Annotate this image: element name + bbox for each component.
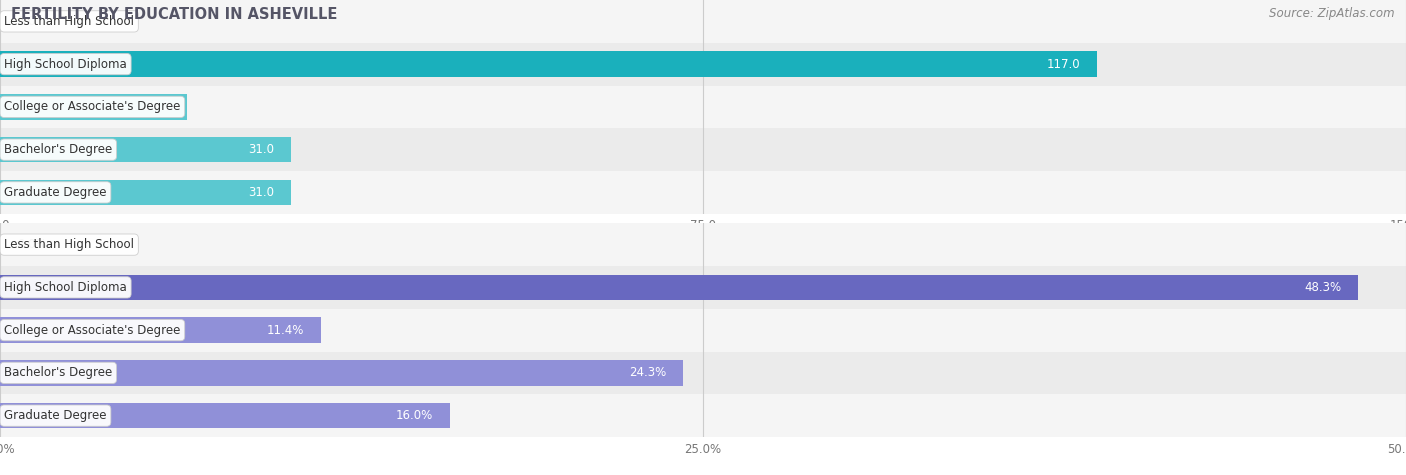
Text: 0.0%: 0.0%	[17, 238, 46, 251]
Bar	[0, 360, 683, 386]
Text: Less than High School: Less than High School	[4, 15, 134, 28]
Text: 20.0: 20.0	[145, 100, 170, 114]
Bar	[0, 137, 291, 162]
Text: Bachelor's Degree: Bachelor's Degree	[4, 143, 112, 156]
Text: 11.4%: 11.4%	[266, 323, 304, 337]
Bar	[0, 309, 1406, 352]
Text: 24.3%: 24.3%	[630, 366, 666, 380]
Bar	[0, 128, 1406, 171]
Text: College or Associate's Degree: College or Associate's Degree	[4, 323, 180, 337]
Text: 117.0: 117.0	[1046, 57, 1080, 71]
Text: High School Diploma: High School Diploma	[4, 57, 127, 71]
Bar	[0, 86, 1406, 128]
Text: Graduate Degree: Graduate Degree	[4, 186, 107, 199]
Text: College or Associate's Degree: College or Associate's Degree	[4, 100, 180, 114]
Text: Bachelor's Degree: Bachelor's Degree	[4, 366, 112, 380]
Text: Graduate Degree: Graduate Degree	[4, 409, 107, 422]
Text: 16.0%: 16.0%	[396, 409, 433, 422]
Bar	[0, 171, 1406, 214]
Bar	[0, 94, 187, 120]
Text: 0.0: 0.0	[17, 15, 35, 28]
Bar	[0, 403, 450, 428]
Bar	[0, 180, 291, 205]
Text: Less than High School: Less than High School	[4, 238, 134, 251]
Bar	[0, 223, 1406, 266]
Text: 48.3%: 48.3%	[1305, 281, 1341, 294]
Bar	[0, 275, 1358, 300]
Bar	[0, 352, 1406, 394]
Bar	[0, 394, 1406, 437]
Bar	[0, 43, 1406, 86]
Bar	[0, 317, 321, 343]
Text: 31.0: 31.0	[247, 143, 274, 156]
Bar	[0, 51, 1097, 77]
Text: High School Diploma: High School Diploma	[4, 281, 127, 294]
Bar	[0, 266, 1406, 309]
Text: FERTILITY BY EDUCATION IN ASHEVILLE: FERTILITY BY EDUCATION IN ASHEVILLE	[11, 7, 337, 22]
Text: 31.0: 31.0	[247, 186, 274, 199]
Text: Source: ZipAtlas.com: Source: ZipAtlas.com	[1270, 7, 1395, 20]
Bar	[0, 0, 1406, 43]
